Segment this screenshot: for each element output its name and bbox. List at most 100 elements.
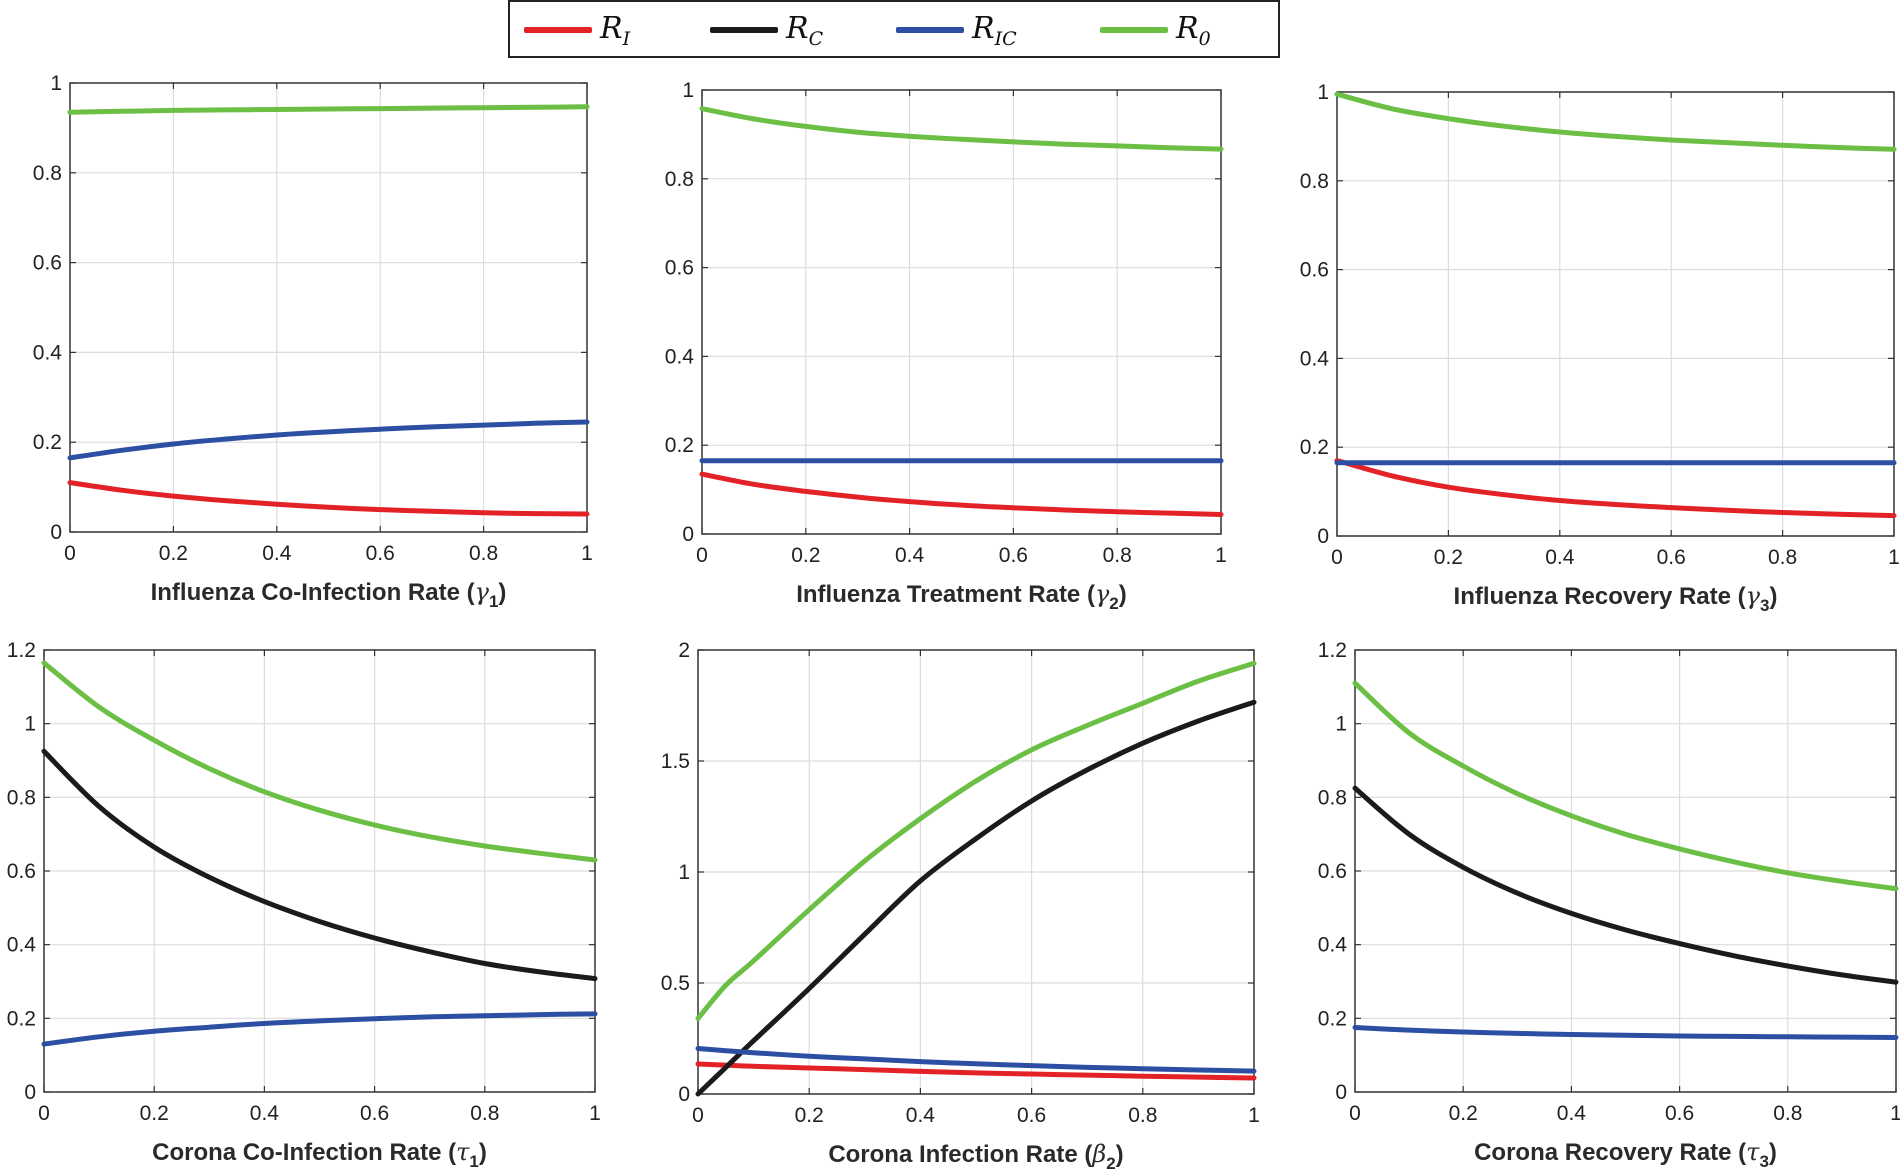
axes-box xyxy=(69,82,588,533)
x-axis-label: Corona Infection Rate (β2) xyxy=(828,1140,1123,1173)
y-tick-label: 1.2 xyxy=(1318,639,1347,662)
series-line-r0 xyxy=(67,104,590,115)
x-tick-label: 0 xyxy=(692,1104,704,1127)
x-tick-label: 0 xyxy=(64,542,76,565)
y-tick-label: 0.8 xyxy=(1318,786,1347,809)
y-tick-label: 0.8 xyxy=(1300,170,1329,193)
x-tick-label: 0.6 xyxy=(360,1102,389,1125)
chart-panel-1: 0 0.2 0.4 0.6 0.8 1 0 0.2 0.4 0.6 0.8 1 Influenza Co… xyxy=(33,72,593,611)
x-tick-label: 0.6 xyxy=(1657,546,1686,569)
legend-item-r0: R0 xyxy=(1100,10,1211,50)
series-line-ri xyxy=(1334,458,1897,519)
x-tick-label: 0.2 xyxy=(791,544,820,567)
y-tick-label: 0.4 xyxy=(7,934,37,957)
series-line-r0 xyxy=(1352,680,1899,892)
y-tick-label: 0.2 xyxy=(1318,1007,1347,1030)
y-tick-label: 0 xyxy=(1317,525,1329,548)
x-tick-label: 0.8 xyxy=(1128,1104,1157,1127)
axes-box xyxy=(1336,91,1895,537)
series-line-ric xyxy=(1352,1025,1899,1040)
x-tick-label: 0.2 xyxy=(140,1102,169,1125)
y-tick-label: 0.2 xyxy=(7,1007,36,1030)
legend-swatch-r0 xyxy=(1100,27,1168,33)
x-tick-label: 0.2 xyxy=(1434,546,1463,569)
x-tick-label: 0.4 xyxy=(906,1104,936,1127)
y-tick-label: 0.6 xyxy=(33,252,62,275)
y-tick-label: 0 xyxy=(678,1083,690,1106)
y-tick-label: 0.8 xyxy=(665,168,694,191)
legend-item-ri: RI xyxy=(524,10,630,50)
x-tick-label: 1 xyxy=(589,1102,601,1125)
y-tick-label: 0 xyxy=(50,521,62,544)
y-tick-label: 1 xyxy=(50,72,62,95)
x-tick-label: 1 xyxy=(1888,546,1900,569)
y-tick-label: 0.4 xyxy=(1300,347,1330,370)
series-line-ric xyxy=(695,1046,1257,1074)
x-tick-label: 1 xyxy=(1215,544,1227,567)
x-axis-label: Corona Recovery Rate (τ3) xyxy=(1474,1138,1777,1171)
y-tick-label: 0.6 xyxy=(7,860,36,883)
legend-swatch-ri xyxy=(524,27,592,33)
y-tick-label: 0.4 xyxy=(33,341,63,364)
x-tick-label: 0.8 xyxy=(1768,546,1797,569)
x-tick-label: 0.8 xyxy=(469,542,498,565)
x-tick-label: 0 xyxy=(696,544,708,567)
legend-label-rc: RC xyxy=(786,10,824,50)
legend-label-ri: RI xyxy=(600,10,631,50)
x-tick-label: 1 xyxy=(581,542,593,565)
axes-box xyxy=(701,89,1222,535)
legend-swatch-ric xyxy=(896,27,964,33)
y-tick-label: 0 xyxy=(24,1081,36,1104)
x-tick-label: 0.4 xyxy=(262,542,292,565)
series-line-ri xyxy=(67,480,590,517)
y-tick-label: 0.8 xyxy=(33,162,62,185)
y-tick-label: 1.2 xyxy=(7,639,36,662)
x-tick-label: 0 xyxy=(38,1102,50,1125)
series-line-rc xyxy=(1352,785,1899,985)
y-tick-label: 1 xyxy=(1317,81,1329,104)
y-tick-label: 0 xyxy=(1335,1081,1347,1104)
x-tick-label: 0.8 xyxy=(470,1102,499,1125)
series-line-r0 xyxy=(41,660,598,863)
y-tick-label: 1 xyxy=(678,861,690,884)
series-line-ri xyxy=(699,471,1224,517)
y-tick-label: 2 xyxy=(678,639,690,662)
x-tick-label: 0.4 xyxy=(250,1102,280,1125)
y-tick-label: 0.6 xyxy=(1318,860,1347,883)
x-tick-label: 0.6 xyxy=(366,542,395,565)
y-tick-label: 0.8 xyxy=(7,786,36,809)
x-tick-label: 0 xyxy=(1349,1102,1361,1125)
y-tick-label: 0.4 xyxy=(665,345,695,368)
x-axis-label: Influenza Co-Infection Rate (γ1) xyxy=(151,578,507,611)
x-axis-label: Influenza Treatment Rate (γ2) xyxy=(796,580,1127,613)
legend-label-ric: RIC xyxy=(972,10,1017,50)
x-tick-label: 0.8 xyxy=(1773,1102,1802,1125)
y-tick-label: 1 xyxy=(1335,713,1347,736)
x-tick-label: 0 xyxy=(1331,546,1343,569)
x-tick-label: 0.2 xyxy=(159,542,188,565)
legend: RI RC RIC R0 xyxy=(508,0,1280,58)
x-tick-label: 0.6 xyxy=(999,544,1028,567)
x-tick-label: 0.2 xyxy=(795,1104,824,1127)
x-tick-label: 0.4 xyxy=(1545,546,1575,569)
y-tick-label: 1 xyxy=(24,713,36,736)
chart-panel-5: 0 0.2 0.4 0.6 0.8 1 0 0.5 1 1.5 2 Corona Infection … xyxy=(661,639,1260,1173)
legend-label-r0: R0 xyxy=(1176,10,1211,50)
series-line-ri xyxy=(695,1061,1257,1081)
legend-item-ric: RIC xyxy=(896,10,1017,50)
y-tick-label: 0.4 xyxy=(1318,934,1348,957)
x-tick-label: 0.6 xyxy=(1017,1104,1046,1127)
y-tick-label: 0 xyxy=(682,523,694,546)
y-tick-label: 0.6 xyxy=(665,257,694,280)
series-line-r0 xyxy=(699,106,1224,152)
y-tick-label: 1 xyxy=(682,79,694,102)
series-line-rc xyxy=(41,748,598,982)
x-tick-label: 0.4 xyxy=(1557,1102,1587,1125)
x-tick-label: 0.8 xyxy=(1103,544,1132,567)
y-tick-label: 0.2 xyxy=(33,431,62,454)
x-tick-label: 0.4 xyxy=(895,544,925,567)
legend-swatch-rc xyxy=(710,27,778,33)
y-tick-label: 0.2 xyxy=(665,434,694,457)
chart-panel-3: 0 0.2 0.4 0.6 0.8 1 0 0.2 0.4 0.6 0.8 1 Influenza Re… xyxy=(1300,81,1900,615)
